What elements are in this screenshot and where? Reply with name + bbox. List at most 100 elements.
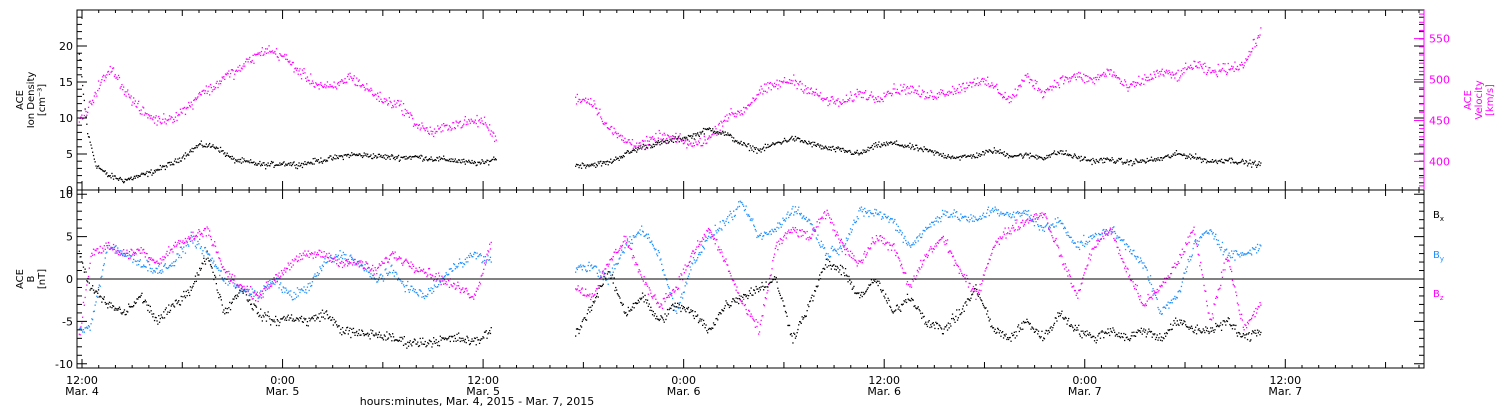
data-point [759,289,761,291]
data-point [704,240,706,242]
data-point [962,82,964,84]
data-point [156,124,158,126]
data-point [764,286,766,288]
data-point [1171,71,1173,73]
data-point [857,292,859,295]
data-point [1198,328,1200,330]
data-point [854,292,856,294]
data-point [1023,154,1025,156]
data-point [267,283,269,285]
data-point [1043,337,1045,339]
data-point [219,83,222,85]
data-point [397,154,400,157]
data-point [615,156,617,158]
data-point [876,146,878,148]
data-point [438,156,441,158]
data-point [336,83,339,85]
data-point [302,321,304,323]
data-point [432,343,434,345]
data-point [479,339,482,341]
data-point [265,163,268,166]
data-point [803,141,805,144]
data-point [353,332,355,334]
data-point [1147,331,1149,333]
data-point [196,146,198,149]
data-point [492,131,494,133]
data-point [107,175,110,177]
data-point [266,165,268,167]
data-point [292,61,294,64]
data-point [307,283,309,285]
data-point [1122,163,1124,165]
data-point [290,162,292,164]
data-point [1002,154,1005,156]
data-point [394,271,396,273]
data-point [157,272,159,274]
data-point [298,320,300,322]
data-point [890,217,892,220]
data-point [184,252,187,254]
data-point [717,230,720,232]
data-point [420,154,422,156]
data-point [739,114,741,116]
data-point [113,175,116,177]
data-point [1053,322,1056,324]
data-point [691,145,693,147]
data-point [692,133,695,135]
data-point [785,140,787,142]
data-point [600,285,603,288]
data-point [253,303,255,305]
data-point [714,132,716,135]
data-point [656,143,659,145]
data-point [158,115,160,118]
data-point [242,161,244,163]
data-point [748,295,750,297]
data-point [192,108,194,110]
data-point [411,114,413,117]
data-point [588,102,590,104]
data-point [612,282,614,284]
data-point [747,297,749,300]
data-point [758,93,760,95]
data-point [881,289,883,292]
data-point [1027,322,1030,324]
data-point [645,234,647,236]
data-point [826,266,828,268]
data-point [1027,321,1029,323]
data-point [723,307,726,309]
data-point [880,146,882,148]
data-point [1088,332,1091,334]
data-point [777,141,779,143]
data-point [640,234,642,236]
data-point [646,237,649,239]
data-point [447,338,449,340]
data-point [1013,96,1015,98]
data-point [860,151,863,154]
data-point [930,150,932,152]
data-point [99,167,101,170]
data-point [935,96,937,98]
data-point [920,147,922,149]
data-point [107,175,109,178]
data-point [180,295,182,298]
data-point [482,123,484,125]
data-point [801,217,803,219]
data-point [800,322,802,324]
data-point [203,255,205,257]
data-point [825,146,827,149]
data-point [907,298,909,300]
data-point [756,288,758,290]
data-point [969,219,971,221]
data-point [618,135,620,137]
data-point [1190,327,1192,329]
data-point [945,214,947,217]
data-point [603,162,605,164]
data-point [852,153,854,155]
data-point [375,94,377,96]
data-point [860,294,862,296]
data-point [1016,94,1018,96]
data-point [331,258,334,260]
data-point [575,163,578,165]
data-point [961,216,964,218]
data-point [599,271,601,273]
